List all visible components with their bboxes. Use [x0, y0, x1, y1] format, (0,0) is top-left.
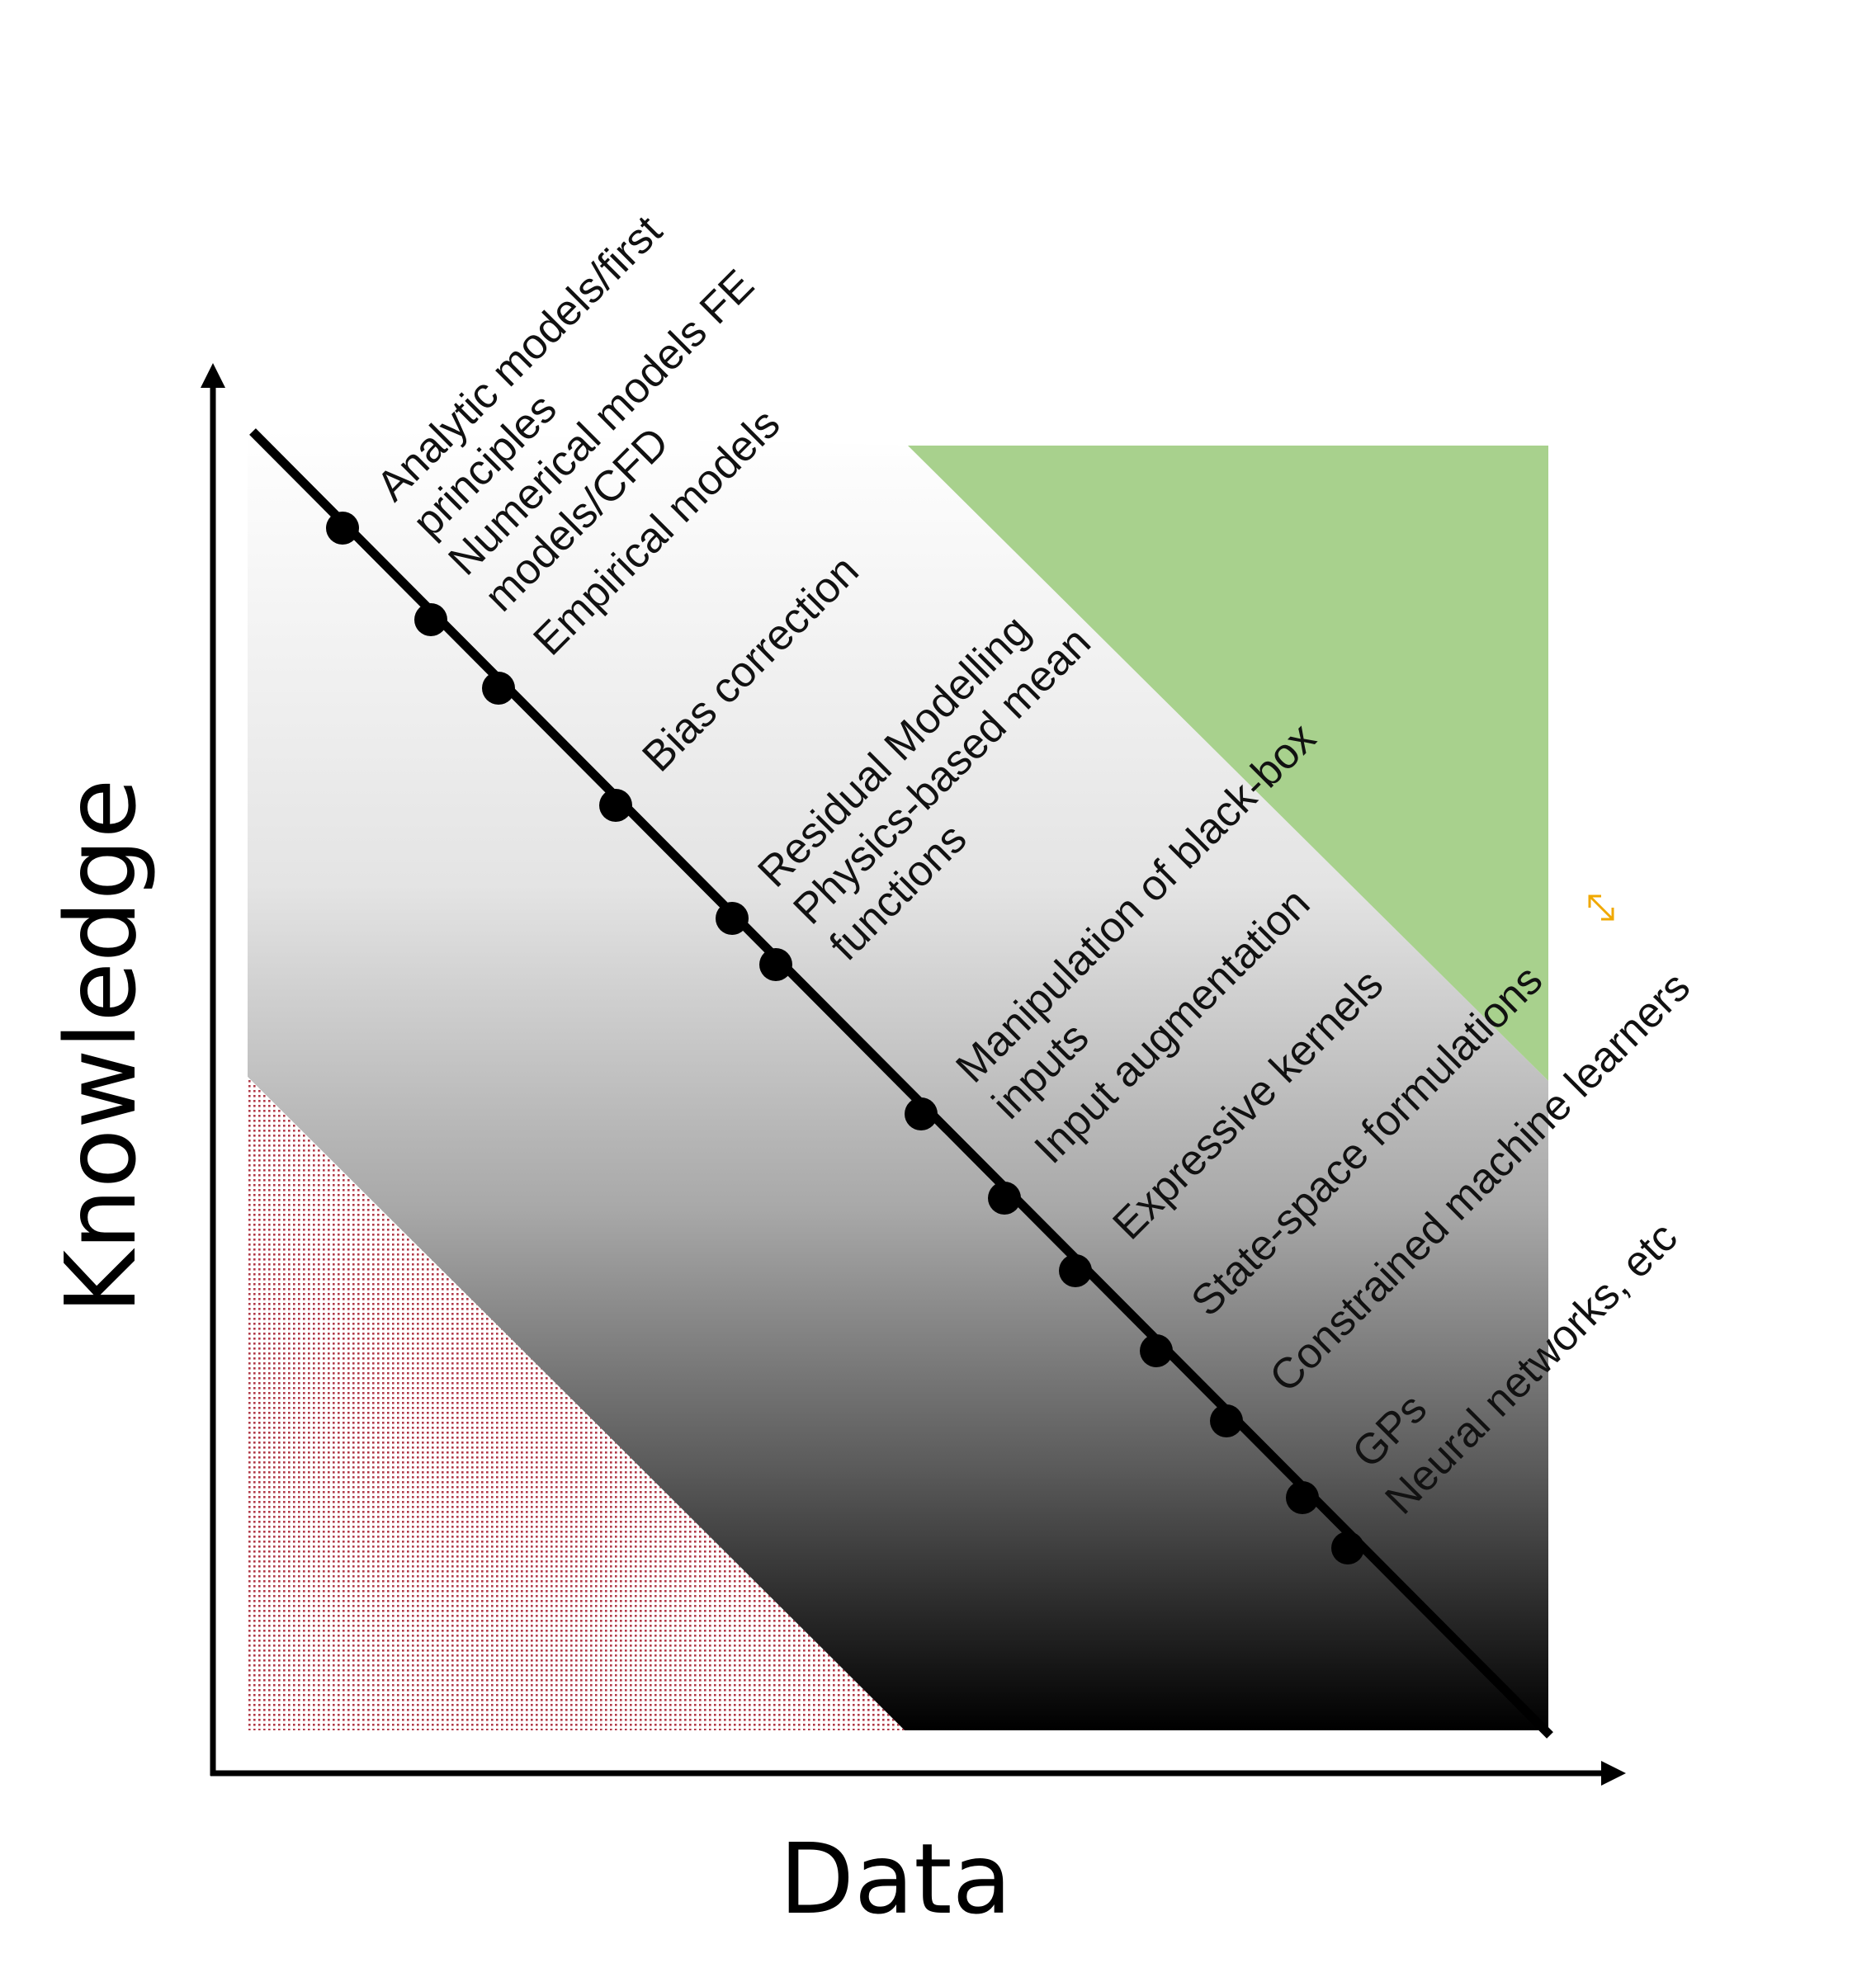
x-axis-title: Data: [779, 1822, 1012, 1936]
marker-neural: [1331, 1531, 1364, 1564]
marker-input-aug: [988, 1182, 1021, 1215]
x-axis-arrowhead: [1601, 1761, 1626, 1786]
marker-empirical: [482, 672, 515, 705]
resize-arrows-icon[interactable]: [1588, 894, 1614, 921]
good-region: [908, 446, 1548, 1081]
marker-numerical: [414, 603, 447, 636]
marker-physics: [759, 948, 792, 981]
marker-bias: [599, 789, 632, 822]
marker-residual: [716, 902, 749, 935]
marker-manipulation: [905, 1097, 938, 1130]
marker-kernels: [1059, 1254, 1092, 1287]
marker-state-space: [1140, 1334, 1173, 1367]
marker-constrained: [1210, 1404, 1243, 1437]
marker-analytic: [326, 512, 359, 545]
marker-gps: [1286, 1481, 1319, 1514]
y-axis-arrowhead: [201, 363, 225, 388]
bad-region: [248, 1077, 905, 1730]
tradeoff-line: [249, 428, 1553, 1739]
y-axis-title: Knowledge: [44, 779, 158, 1314]
line-markers: [326, 512, 1364, 1564]
